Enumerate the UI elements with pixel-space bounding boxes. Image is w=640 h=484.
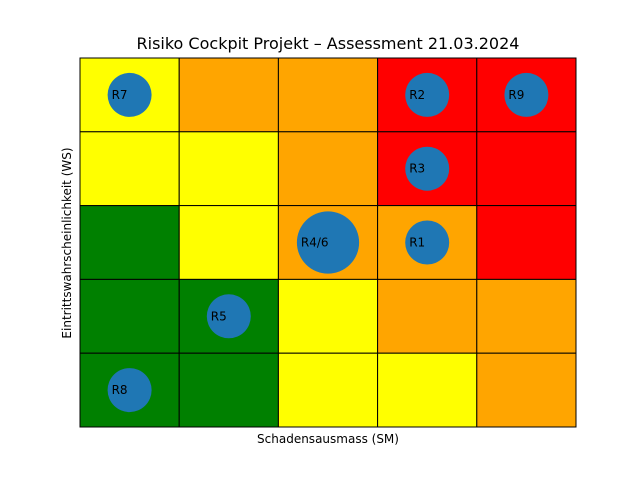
heatmap-cell-r5-c3: [277, 352, 379, 428]
risk-heatmap: [79, 57, 577, 428]
heatmap-cell-r1-c3: [277, 57, 379, 133]
y-axis-label: Eintrittswahrscheinlichkeit (WS): [60, 147, 74, 338]
heatmap-cell-r2-c1: [79, 131, 180, 207]
heatmap-cell-r2-c2: [178, 131, 279, 207]
heatmap-cell-r4-c4: [377, 278, 478, 354]
risk-point-r3: [405, 146, 450, 191]
risk-point-label: R5: [211, 309, 227, 323]
chart-title: Risiko Cockpit Projekt – Assessment 21.0…: [137, 34, 520, 53]
heatmap-cell-r3-c4: [377, 205, 478, 280]
risk-point-label: R8: [112, 383, 128, 397]
risk-point-r4-6: [296, 211, 360, 274]
risk-point-r7: [107, 72, 152, 117]
heatmap-cell-r3-c1: [79, 205, 180, 280]
heatmap-cell-r5-c5: [476, 352, 577, 428]
risk-point-r5: [206, 294, 251, 339]
risk-point-label: R3: [409, 162, 425, 176]
risk-points: R7 R2 R9 R3 R4/6 R1 R5 R8: [107, 72, 549, 413]
heatmap-cell-r1-c2: [178, 57, 279, 133]
heatmap-cell-r5-c4: [377, 352, 478, 428]
risk-point-label: R9: [508, 88, 524, 102]
heatmap-cell-r4-c1: [79, 278, 180, 354]
risk-point-r8: [107, 368, 152, 413]
heatmap-cell-r3-c2: [178, 205, 279, 280]
risk-point-label: R2: [409, 88, 425, 102]
risk-point-label: R7: [112, 88, 128, 102]
heatmap-cell-r4-c5: [476, 278, 577, 354]
risk-point-label: R4/6: [301, 236, 329, 250]
risk-point-r2: [405, 72, 450, 117]
risk-point-label: R1: [409, 236, 425, 250]
risk-point-r1: [405, 220, 450, 265]
heatmap-cell-r4-c3: [277, 278, 379, 354]
heatmap-cell-r2-c5: [476, 131, 577, 207]
x-axis-label: Schadensausmass (SM): [257, 432, 399, 446]
heatmap-cell-r2-c3: [277, 131, 379, 207]
heatmap-cell-r5-c2: [178, 352, 279, 428]
plot-frame: [79, 57, 577, 428]
risk-point-r9: [504, 72, 549, 117]
heatmap-cell-r3-c5: [476, 205, 577, 280]
